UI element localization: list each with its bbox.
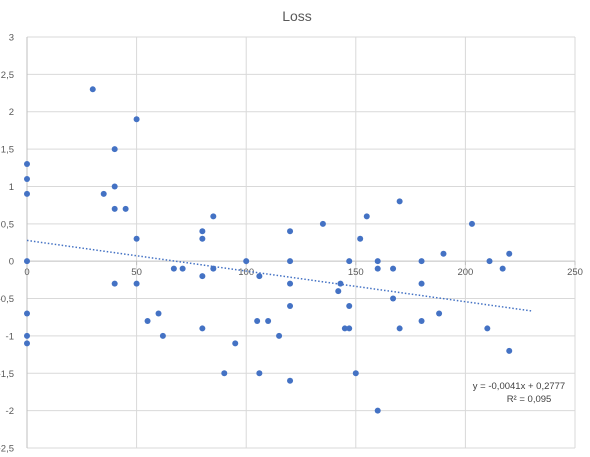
data-point [418, 280, 425, 287]
data-point [243, 258, 250, 265]
data-point [170, 265, 177, 272]
data-point [155, 310, 162, 317]
data-point [133, 280, 140, 287]
data-point [341, 325, 348, 332]
data-point [210, 213, 217, 220]
data-point [221, 370, 228, 377]
y-tick-label: -1 [6, 331, 14, 342]
x-tick-label: 50 [131, 267, 142, 278]
y-tick-label: 2 [9, 107, 14, 118]
data-point [287, 377, 294, 384]
x-tick-label: 200 [457, 267, 473, 278]
y-tick-label: -2,5 [0, 444, 14, 455]
data-point [374, 258, 381, 265]
data-point [352, 370, 359, 377]
y-tick-label: 1 [9, 182, 14, 193]
x-tick-label: 150 [348, 267, 364, 278]
chart-title: Loss [282, 8, 312, 24]
gridlines [27, 36, 576, 449]
data-point [199, 325, 206, 332]
data-point [24, 161, 30, 168]
data-point [486, 258, 493, 265]
data-point [199, 228, 206, 235]
data-point [199, 235, 206, 242]
data-point [374, 265, 381, 272]
data-point [346, 258, 353, 265]
data-point [100, 190, 107, 197]
y-tick-label: 0 [9, 257, 14, 268]
data-point [24, 258, 30, 265]
data-point [24, 332, 30, 339]
tick-labels: 3 2,5 2 1,5 1 0,5 0 -0,5 -1 -1,5 -2 -2,5 0 50 100 150 20… [0, 33, 583, 455]
data-point [232, 340, 239, 347]
y-tick-label: 3 [9, 33, 14, 44]
data-point [363, 213, 370, 220]
x-tick-label: 100 [238, 267, 254, 278]
data-point [133, 116, 140, 123]
data-point [24, 340, 30, 347]
data-point [256, 273, 263, 280]
data-point [256, 370, 263, 377]
data-point [319, 220, 326, 227]
data-point [357, 235, 364, 242]
data-point [396, 325, 403, 332]
y-tick-label: -2 [6, 406, 14, 417]
data-point [396, 198, 403, 205]
data-point [89, 86, 96, 93]
y-tick-label: 2,5 [1, 70, 14, 81]
data-point [374, 407, 381, 414]
x-tick-label: 0 [24, 267, 29, 278]
y-tick-label: -0,5 [0, 294, 14, 305]
data-point [24, 190, 30, 197]
data-point [484, 325, 491, 332]
data-point [390, 295, 397, 302]
data-point [390, 265, 397, 272]
data-point [346, 303, 353, 310]
data-point [133, 235, 140, 242]
data-point [418, 317, 425, 324]
data-point [287, 303, 294, 310]
data-point [287, 258, 294, 265]
data-point [111, 146, 118, 153]
data-point [436, 310, 443, 317]
y-tick-label: 1,5 [1, 145, 14, 156]
data-points [24, 86, 513, 414]
data-point [144, 317, 151, 324]
data-point [335, 288, 342, 295]
trendline-equation: y = -0,0041x + 0,2777 [473, 381, 565, 392]
y-tick-label: 0,5 [1, 219, 14, 230]
data-point [210, 265, 217, 272]
trendline-line [26, 239, 532, 312]
data-point [418, 258, 425, 265]
trendline [26, 239, 532, 312]
data-point [111, 280, 118, 287]
data-point [287, 228, 294, 235]
data-point [506, 347, 513, 354]
data-point [265, 317, 272, 324]
data-point [506, 250, 513, 257]
trendline-r-squared: R² = 0,095 [507, 394, 552, 405]
data-point [159, 332, 166, 339]
data-point [346, 325, 353, 332]
data-point [179, 265, 186, 272]
data-point [24, 175, 30, 182]
x-tick-label: 250 [567, 267, 583, 278]
data-point [24, 310, 30, 317]
data-point [122, 205, 129, 212]
data-point [276, 332, 283, 339]
y-tick-label: -1,5 [0, 369, 14, 380]
data-point [199, 273, 206, 280]
data-point [287, 280, 294, 287]
data-point [499, 265, 506, 272]
data-point [337, 280, 344, 287]
data-point [440, 250, 447, 257]
data-point [468, 220, 475, 227]
data-point [254, 317, 261, 324]
data-point [111, 205, 118, 212]
data-point [111, 183, 118, 190]
